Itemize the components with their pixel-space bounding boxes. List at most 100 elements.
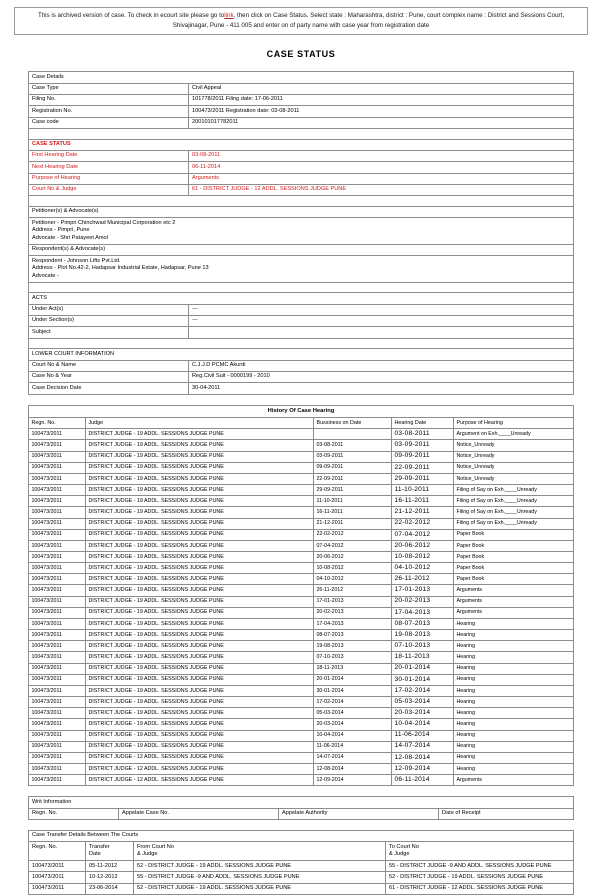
case-transfer-details-table: Case Transfer Details Between The Courts… bbox=[27, 829, 575, 895]
history-cell-hearing-date: 12-08-2014 bbox=[390, 751, 454, 764]
history-cell-judge: DISTRICT JUDGE - 19 ADDL. SESSIONS JUDGE… bbox=[84, 528, 314, 541]
petitioner-advocate: Advocate - Shri Patayeet Amol bbox=[32, 234, 108, 241]
table-row: 100473/2011 DISTRICT JUDGE - 19 ADDL. SES… bbox=[27, 461, 575, 474]
table-row: 100473/2011 DISTRICT JUDGE - 19 ADDL. SES… bbox=[27, 707, 575, 720]
history-cell-judge: DISTRICT JUDGE - 19 ADDL. SESSIONS JUDGE… bbox=[84, 495, 314, 508]
table-row: Case Type Civil Appeal bbox=[28, 82, 574, 95]
transfer-column-header-row: Regn. No. Transfer Date From Court No & … bbox=[27, 841, 575, 862]
transfer-title-row: Case Transfer Details Between The Courts bbox=[27, 829, 575, 843]
history-cell-hearing-date: 04-10-2012 bbox=[390, 562, 454, 575]
table-row: Court No & Judge 61 - DISTRICT JUDGE - 1… bbox=[28, 183, 574, 197]
case-details-section: Case Details Case Type Civil Appeal Fili… bbox=[28, 71, 574, 140]
table-row: 100473/2011 DISTRICT JUDGE - 19 ADDL. SES… bbox=[27, 640, 575, 653]
section-gap bbox=[0, 820, 602, 830]
history-cell-business-date: 17-02-2014 bbox=[312, 696, 392, 709]
transfer-cell-regn-no: 100473/2011 bbox=[27, 871, 86, 884]
next-hearing-date-value: 06-11-2014 bbox=[188, 161, 574, 174]
respondent-details-row: Respondent - Johnson Lifts Pvt.Ltd. Addr… bbox=[28, 255, 574, 283]
history-cell-hearing-date: 16-11-2011 bbox=[390, 495, 454, 508]
case-code-value: 200101017782011 bbox=[188, 116, 574, 129]
table-row: 100473/2011 DISTRICT JUDGE - 19 ADDL. SES… bbox=[27, 740, 575, 753]
history-cell-judge: DISTRICT JUDGE - 19 ADDL. SESSIONS JUDGE… bbox=[84, 595, 314, 608]
history-cell-business-date: 03-09-2011 bbox=[312, 450, 392, 463]
history-cell-purpose: Hearing bbox=[452, 640, 575, 653]
case-type-value: Civil Appeal bbox=[188, 82, 574, 95]
history-cell-purpose: Hearing bbox=[452, 729, 575, 742]
table-row: 100473/2011 DISTRICT JUDGE - 19 ADDL. SES… bbox=[27, 517, 575, 530]
history-cell-purpose: Hearing bbox=[452, 751, 575, 764]
table-row: Case No & Year Reg.Civil Suit - 0000199 … bbox=[28, 371, 574, 384]
section-gap bbox=[0, 395, 602, 405]
history-cell-business-date bbox=[312, 428, 392, 441]
history-cell-judge: DISTRICT JUDGE - 19 ADDL. SESSIONS JUDGE… bbox=[84, 718, 314, 731]
history-cell-business-date: 10-08-2012 bbox=[312, 562, 392, 575]
case-status-heading-row: CASE STATUS bbox=[28, 138, 574, 151]
history-cell-judge: DISTRICT JUDGE - 19 ADDL. SESSIONS JUDGE… bbox=[84, 551, 314, 564]
ecourt-link[interactable]: link bbox=[224, 12, 234, 19]
transfer-col-regn-no: Regn. No. bbox=[27, 841, 86, 862]
history-cell-judge: DISTRICT JUDGE - 19 ADDL. SESSIONS JUDGE… bbox=[84, 517, 314, 530]
history-cell-judge: DISTRICT JUDGE - 19 ADDL. SESSIONS JUDGE… bbox=[84, 472, 314, 486]
writ-title-row: Writ Information bbox=[28, 796, 574, 809]
banner-text-before: This is archived version of case. To che… bbox=[37, 12, 225, 19]
transfer-cell-date: 10-12-2012 bbox=[84, 871, 134, 884]
history-cell-purpose: Hearing bbox=[452, 662, 575, 675]
history-col-regn-no: Regn. No. bbox=[27, 417, 86, 430]
lower-court-heading-row: LOWER COURT INFORMATION bbox=[28, 348, 574, 361]
history-cell-purpose: Notice_Unready bbox=[452, 461, 575, 474]
petitioner-heading: Petitioner(s) & Advocate(s) bbox=[28, 206, 574, 219]
history-cell-judge: DISTRICT JUDGE - 19 ADDL. SESSIONS JUDGE… bbox=[84, 696, 314, 709]
history-cell-hearing-date: 06-11-2014 bbox=[390, 774, 454, 787]
spacer-cell bbox=[28, 281, 574, 294]
history-cell-judge: DISTRICT JUDGE - 19 ADDL. SESSIONS JUDGE… bbox=[84, 651, 314, 664]
petitioner-heading-row: Petitioner(s) & Advocate(s) bbox=[28, 206, 574, 219]
history-heading: History Of Case Hearing bbox=[27, 404, 575, 419]
case-information-table: Case Details Case Type Civil Appeal Fili… bbox=[28, 71, 574, 395]
respondent-heading: Respondent(s) & Advocate(s) bbox=[28, 243, 574, 257]
history-cell-regn-no: 100473/2011 bbox=[27, 606, 86, 619]
history-cell-judge: DISTRICT JUDGE - 19 ADDL. SESSIONS JUDGE… bbox=[84, 439, 314, 452]
history-cell-business-date: 03-08-2011 bbox=[312, 439, 392, 452]
transfer-body: 100473/2011 05-11-2012 52 - DISTRICT JUDGE… bbox=[27, 860, 575, 895]
history-cell-hearing-date: 22-02-2012 bbox=[390, 517, 454, 530]
respondent-section: Respondent(s) & Advocate(s) Respondent -… bbox=[28, 243, 574, 294]
history-cell-purpose: Notice_Unready bbox=[452, 439, 575, 452]
banner-text-after: , then click on Case Status. Select stat… bbox=[172, 12, 565, 29]
history-cell-hearing-date: 07-10-2013 bbox=[390, 640, 454, 653]
history-cell-judge: DISTRICT JUDGE - 19 ADDL. SESSIONS JUDGE… bbox=[84, 428, 314, 441]
history-cell-judge: DISTRICT JUDGE - 19 ADDL. SESSIONS JUDGE… bbox=[84, 506, 314, 519]
history-cell-regn-no: 100473/2011 bbox=[27, 573, 86, 586]
history-cell-hearing-date: 08-07-2013 bbox=[390, 617, 454, 631]
history-cell-judge: DISTRICT JUDGE - 12 ADDL. SESSIONS JUDGE… bbox=[84, 751, 314, 764]
transfer-col-from-court: From Court No & Judge bbox=[132, 841, 386, 862]
spacer-cell bbox=[28, 127, 574, 140]
case-details-heading-row: Case Details bbox=[28, 71, 574, 84]
history-header: History Of Case Hearing Regn. No. Judge … bbox=[27, 404, 575, 430]
history-cell-purpose: Arguments bbox=[452, 606, 575, 619]
table-row: 100473/2011 DISTRICT JUDGE - 12 ADDL. SES… bbox=[27, 751, 575, 764]
table-row: First Hearing Date 03-08-2011 bbox=[28, 149, 574, 163]
table-row: 100473/2011 DISTRICT JUDGE - 19 ADDL. SES… bbox=[27, 617, 575, 631]
history-cell-regn-no: 100473/2011 bbox=[27, 617, 86, 631]
history-cell-regn-no: 100473/2011 bbox=[27, 707, 86, 720]
history-cell-purpose: Arguments bbox=[452, 595, 575, 608]
page-title: CASE STATUS bbox=[266, 49, 336, 60]
transfer-cell-from-court: 55 - DISTRICT JUDGE -9 AND ADDL. SESSION… bbox=[132, 871, 386, 884]
table-row: 100473/2011 DISTRICT JUDGE - 19 ADDL. SES… bbox=[27, 595, 575, 608]
history-cell-purpose: Paper Book bbox=[452, 551, 575, 564]
history-cell-regn-no: 100473/2011 bbox=[27, 640, 86, 653]
history-cell-judge: DISTRICT JUDGE - 12 ADDL. SESSIONS JUDGE… bbox=[84, 762, 314, 776]
history-cell-hearing-date: 12-09-2014 bbox=[390, 762, 454, 776]
table-row: 100473/2011 DISTRICT JUDGE - 19 ADDL. SES… bbox=[27, 472, 575, 486]
history-cell-hearing-date: 18-11-2013 bbox=[390, 651, 454, 664]
history-cell-hearing-date: 03-09-2011 bbox=[390, 439, 454, 452]
table-row: 100473/2011 DISTRICT JUDGE - 19 ADDL. SES… bbox=[27, 539, 575, 553]
table-row: 100473/2011 DISTRICT JUDGE - 19 ADDL. SES… bbox=[27, 528, 575, 541]
history-cell-business-date: 07-04-2012 bbox=[312, 539, 392, 553]
spacer-row bbox=[28, 127, 574, 140]
history-title-row: History Of Case Hearing bbox=[27, 404, 575, 419]
history-cell-business-date: 21-12-2011 bbox=[312, 517, 392, 530]
history-cell-hearing-date: 05-03-2014 bbox=[390, 696, 454, 709]
spacer-row bbox=[28, 337, 574, 350]
